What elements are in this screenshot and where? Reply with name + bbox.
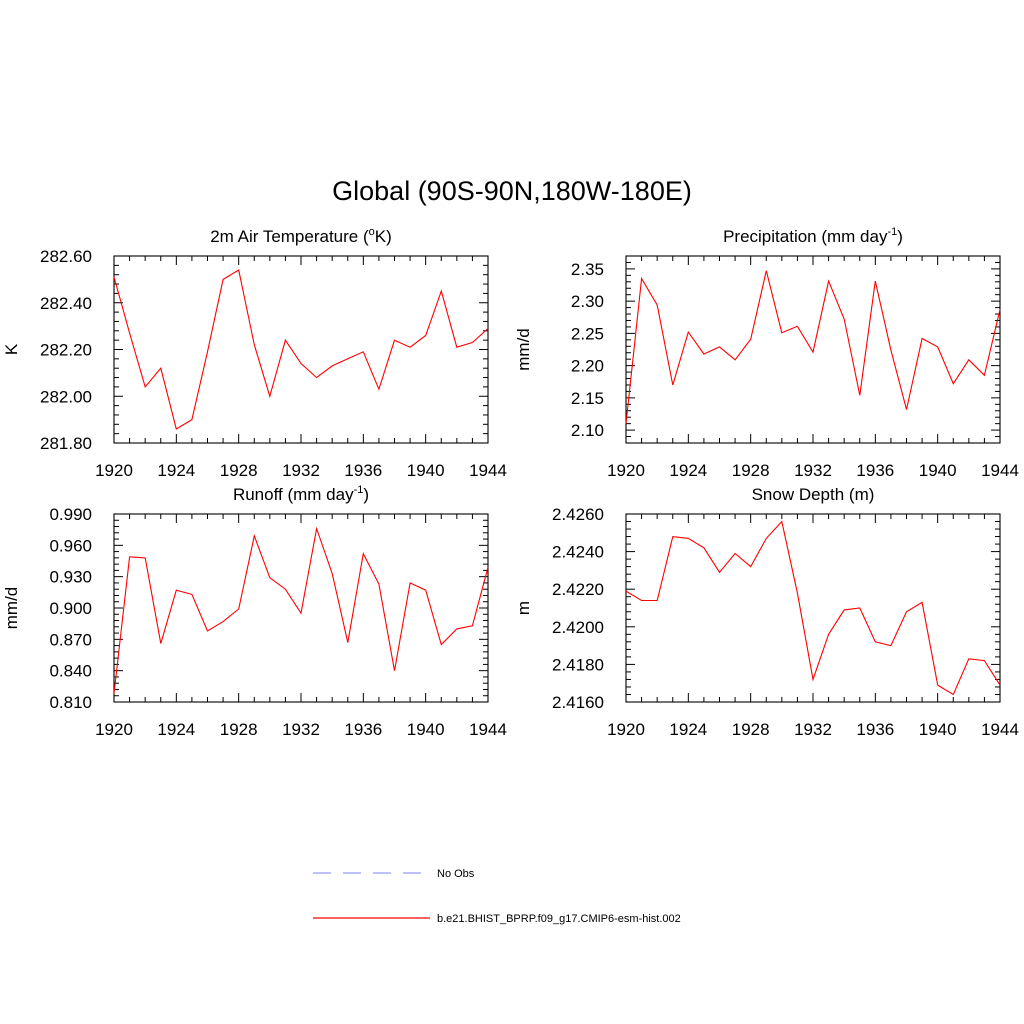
x-tick-label: 1944 [981, 461, 1019, 480]
x-tick-label: 1940 [407, 461, 445, 480]
legend: No Obs b.e21.BHIST_BPRP.f09_g17.CMIP6-es… [313, 868, 681, 925]
x-tick-label: 1928 [732, 720, 770, 739]
panel-title-text: Runoff (mm day [233, 485, 354, 504]
x-tick-label: 1920 [95, 461, 133, 480]
y-tick-label: 0.900 [49, 599, 92, 618]
x-tick-label: 1920 [607, 461, 645, 480]
panel-title-suffix: ) [897, 227, 903, 246]
x-tick-label: 1928 [732, 461, 770, 480]
panel-title-superscript: -1 [887, 226, 897, 238]
panel-title-text: Snow Depth (m) [752, 485, 875, 504]
x-tick-label: 1944 [469, 461, 507, 480]
panel-snow-depth: Snow Depth (m) 1920 1924 1928 1932 1936 1940 19… [514, 485, 1019, 739]
x-tick-label: 1944 [469, 720, 507, 739]
x-tick-label: 1924 [669, 720, 707, 739]
y-tick-label: 2.4200 [552, 618, 604, 637]
y-tick-label: 2.25 [571, 324, 604, 343]
x-tick-label: 1924 [157, 461, 195, 480]
y-axis-label: mm/d [514, 328, 533, 371]
y-axis-label: mm/d [2, 587, 21, 630]
y-tick-label: 282.40 [40, 294, 92, 313]
y-tick-label: 0.960 [49, 536, 92, 555]
y-tick-label: 2.4180 [552, 655, 604, 674]
panel-title-suffix: K) [375, 227, 392, 246]
y-axis-label: K [2, 343, 21, 355]
y-tick-label: 282.00 [40, 387, 92, 406]
x-tick-label: 1928 [220, 461, 258, 480]
y-tick-label: 282.60 [40, 247, 92, 266]
x-tick-label: 1928 [220, 720, 258, 739]
series-line-precipitation [625, 270, 1001, 424]
legend-label-no-obs: No Obs [437, 868, 475, 880]
x-tick-label: 1932 [794, 461, 832, 480]
y-tick-label: 2.4240 [552, 543, 604, 562]
panel-runoff: Runoff (mm day-1) 1920 1924 1928 1932 1936 194… [2, 484, 507, 739]
y-tick-label: 2.15 [571, 389, 604, 408]
x-tick-label: 1920 [95, 720, 133, 739]
legend-entry-no-obs: No Obs [313, 868, 475, 880]
y-tick-label: 0.840 [49, 662, 92, 681]
panel-title-air-temperature: 2m Air Temperature (oK) [210, 226, 392, 246]
y-tick-label: 0.930 [49, 568, 92, 587]
x-tick-label: 1932 [282, 720, 320, 739]
series-line-air-temperature [113, 269, 489, 430]
x-tick-label: 1936 [344, 461, 382, 480]
panel-air-temperature: 2m Air Temperature (oK) 1920 1924 1928 1932 1… [2, 226, 507, 480]
y-tick-label: 2.30 [571, 292, 604, 311]
x-tick-label: 1924 [157, 720, 195, 739]
legend-label-model-run: b.e21.BHIST_BPRP.f09_g17.CMIP6-esm-hist.… [437, 913, 681, 925]
y-tick-label: 2.20 [571, 357, 604, 376]
x-tick-label: 1932 [794, 720, 832, 739]
y-tick-label: 2.4160 [552, 693, 604, 712]
x-tick-label: 1940 [919, 720, 957, 739]
chart-panels: 2m Air Temperature (oK)1920 1924 1928 1932 1… [2, 226, 1019, 739]
legend-entry-model-run: b.e21.BHIST_BPRP.f09_g17.CMIP6-esm-hist.… [313, 913, 681, 925]
x-tick-label: 1924 [669, 461, 707, 480]
x-tick-label: 1936 [344, 720, 382, 739]
y-axis-label: m [514, 601, 533, 615]
x-tick-label: 1936 [856, 720, 894, 739]
panel-title-suffix: ) [363, 485, 369, 504]
panel-title-precipitation: Precipitation (mm day-1) [723, 226, 903, 246]
series-line-snow-depth [625, 520, 1001, 696]
x-tick-label: 1940 [407, 720, 445, 739]
x-tick-label: 1920 [607, 720, 645, 739]
panel-title-superscript: o [369, 226, 375, 238]
y-tick-label: 281.80 [40, 434, 92, 453]
y-tick-label: 2.35 [571, 260, 604, 279]
y-tick-label: 282.20 [40, 341, 92, 360]
panel-title-runoff: Runoff (mm day-1) [233, 484, 369, 504]
y-tick-label: 2.10 [571, 421, 604, 440]
panel-title-snow-depth: Snow Depth (m) [752, 485, 875, 504]
x-tick-label: 1940 [919, 461, 957, 480]
figure-title: Global (90S-90N,180W-180E) [332, 176, 692, 206]
panel-title-text: Precipitation (mm day [723, 227, 888, 246]
x-tick-label: 1944 [981, 720, 1019, 739]
series-line-runoff [113, 526, 489, 694]
y-tick-label: 2.4220 [552, 580, 604, 599]
y-tick-label: 2.4260 [552, 505, 604, 524]
y-tick-label: 0.870 [49, 630, 92, 649]
x-tick-label: 1932 [282, 461, 320, 480]
panel-title-text: 2m Air Temperature ( [210, 227, 369, 246]
y-tick-label: 0.810 [49, 693, 92, 712]
panel-precipitation: Precipitation (mm day-1) 1920 1924 1928 1932… [514, 226, 1019, 480]
y-tick-label: 0.990 [49, 505, 92, 524]
panel-title-superscript: -1 [354, 484, 364, 496]
x-tick-label: 1936 [856, 461, 894, 480]
